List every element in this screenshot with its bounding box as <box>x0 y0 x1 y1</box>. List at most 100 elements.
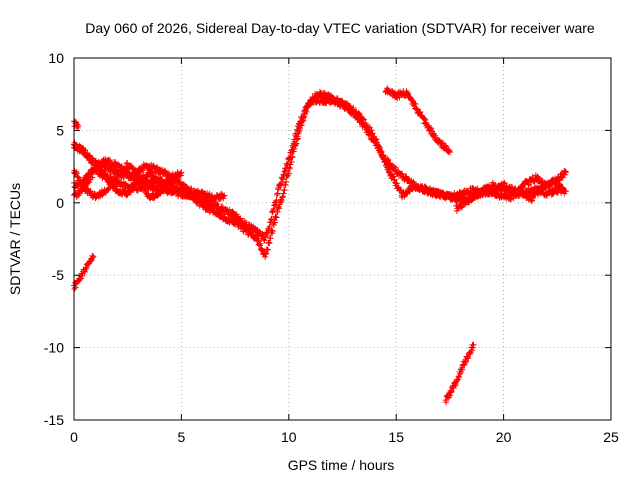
data-point <box>281 187 288 194</box>
data-point <box>133 184 140 191</box>
data-point <box>464 353 471 360</box>
data-point <box>178 169 185 176</box>
data-point <box>248 228 255 235</box>
data-point <box>372 135 379 142</box>
series-track-g <box>71 252 97 292</box>
data-point <box>77 275 84 282</box>
data-point <box>259 230 266 237</box>
data-point <box>290 148 297 155</box>
data-point <box>377 148 384 155</box>
data-point <box>300 114 307 121</box>
data-point <box>268 227 275 234</box>
data-point <box>266 223 273 230</box>
data-point <box>206 190 213 197</box>
data-point <box>559 174 566 181</box>
data-point <box>105 185 112 192</box>
data-point <box>265 239 272 246</box>
data-point <box>447 389 454 396</box>
data-point <box>201 200 208 207</box>
data-point <box>83 265 90 272</box>
data-point <box>366 124 373 131</box>
series-track-j <box>453 167 569 214</box>
data-tracks <box>71 85 569 406</box>
data-point <box>463 358 470 365</box>
data-point <box>428 125 435 132</box>
x-tick-label: 25 <box>603 429 619 445</box>
data-point <box>75 123 82 130</box>
y-tick-label: 5 <box>56 122 64 138</box>
data-point <box>328 92 335 99</box>
data-point <box>465 355 472 362</box>
data-point <box>270 205 277 212</box>
data-point <box>446 148 453 155</box>
data-point <box>81 181 88 188</box>
data-point <box>237 215 244 222</box>
data-point <box>255 235 262 242</box>
data-point <box>359 115 366 122</box>
data-point <box>373 136 380 143</box>
data-point <box>153 164 160 171</box>
data-point <box>443 399 450 406</box>
data-point <box>442 142 449 149</box>
data-point <box>448 388 455 395</box>
data-point <box>369 130 376 137</box>
data-point <box>396 187 403 194</box>
data-point <box>142 187 149 194</box>
data-point <box>132 185 139 192</box>
data-point <box>253 232 260 239</box>
data-point <box>157 190 164 197</box>
chart-title: Day 060 of 2026, Sidereal Day-to-day VTE… <box>85 20 595 36</box>
data-point <box>451 192 458 199</box>
data-point <box>89 174 96 181</box>
data-point <box>470 341 477 348</box>
data-point <box>129 170 136 177</box>
data-point <box>177 172 184 179</box>
data-point <box>275 204 282 211</box>
data-point <box>393 180 400 187</box>
series-track-f <box>382 85 453 156</box>
data-point <box>221 192 228 199</box>
data-point <box>404 91 411 98</box>
data-point <box>183 187 190 194</box>
data-point <box>368 127 375 134</box>
data-point <box>184 186 191 193</box>
data-point <box>293 136 300 143</box>
data-point <box>446 149 453 156</box>
data-point <box>272 213 279 220</box>
data-point <box>73 170 80 177</box>
data-point <box>385 163 392 170</box>
data-point <box>261 237 268 244</box>
data-point <box>263 250 270 257</box>
data-point <box>197 192 204 199</box>
data-point <box>127 189 134 196</box>
data-point <box>456 374 463 381</box>
data-point <box>80 145 87 152</box>
data-point <box>291 145 298 152</box>
data-point <box>525 182 532 189</box>
data-point <box>468 197 475 204</box>
data-point <box>214 201 221 208</box>
data-point <box>560 186 567 193</box>
data-point <box>339 98 346 105</box>
x-tick-label: 10 <box>281 429 297 445</box>
data-point <box>285 170 292 177</box>
y-axis-label: SDTVAR / TECUs <box>7 183 23 295</box>
data-point <box>294 135 301 142</box>
data-point <box>288 158 295 165</box>
data-point <box>403 89 410 96</box>
data-point <box>301 110 308 117</box>
data-point <box>280 171 287 178</box>
data-point <box>256 238 263 245</box>
data-point <box>385 157 392 164</box>
x-tick-label: 5 <box>178 429 186 445</box>
data-point <box>271 219 278 226</box>
data-point <box>453 377 460 384</box>
data-point <box>257 240 264 247</box>
data-point <box>272 198 279 205</box>
data-point <box>279 176 286 183</box>
data-point <box>131 175 138 182</box>
data-point <box>289 154 296 161</box>
y-tick-label: -15 <box>44 412 64 428</box>
data-point <box>390 173 397 180</box>
